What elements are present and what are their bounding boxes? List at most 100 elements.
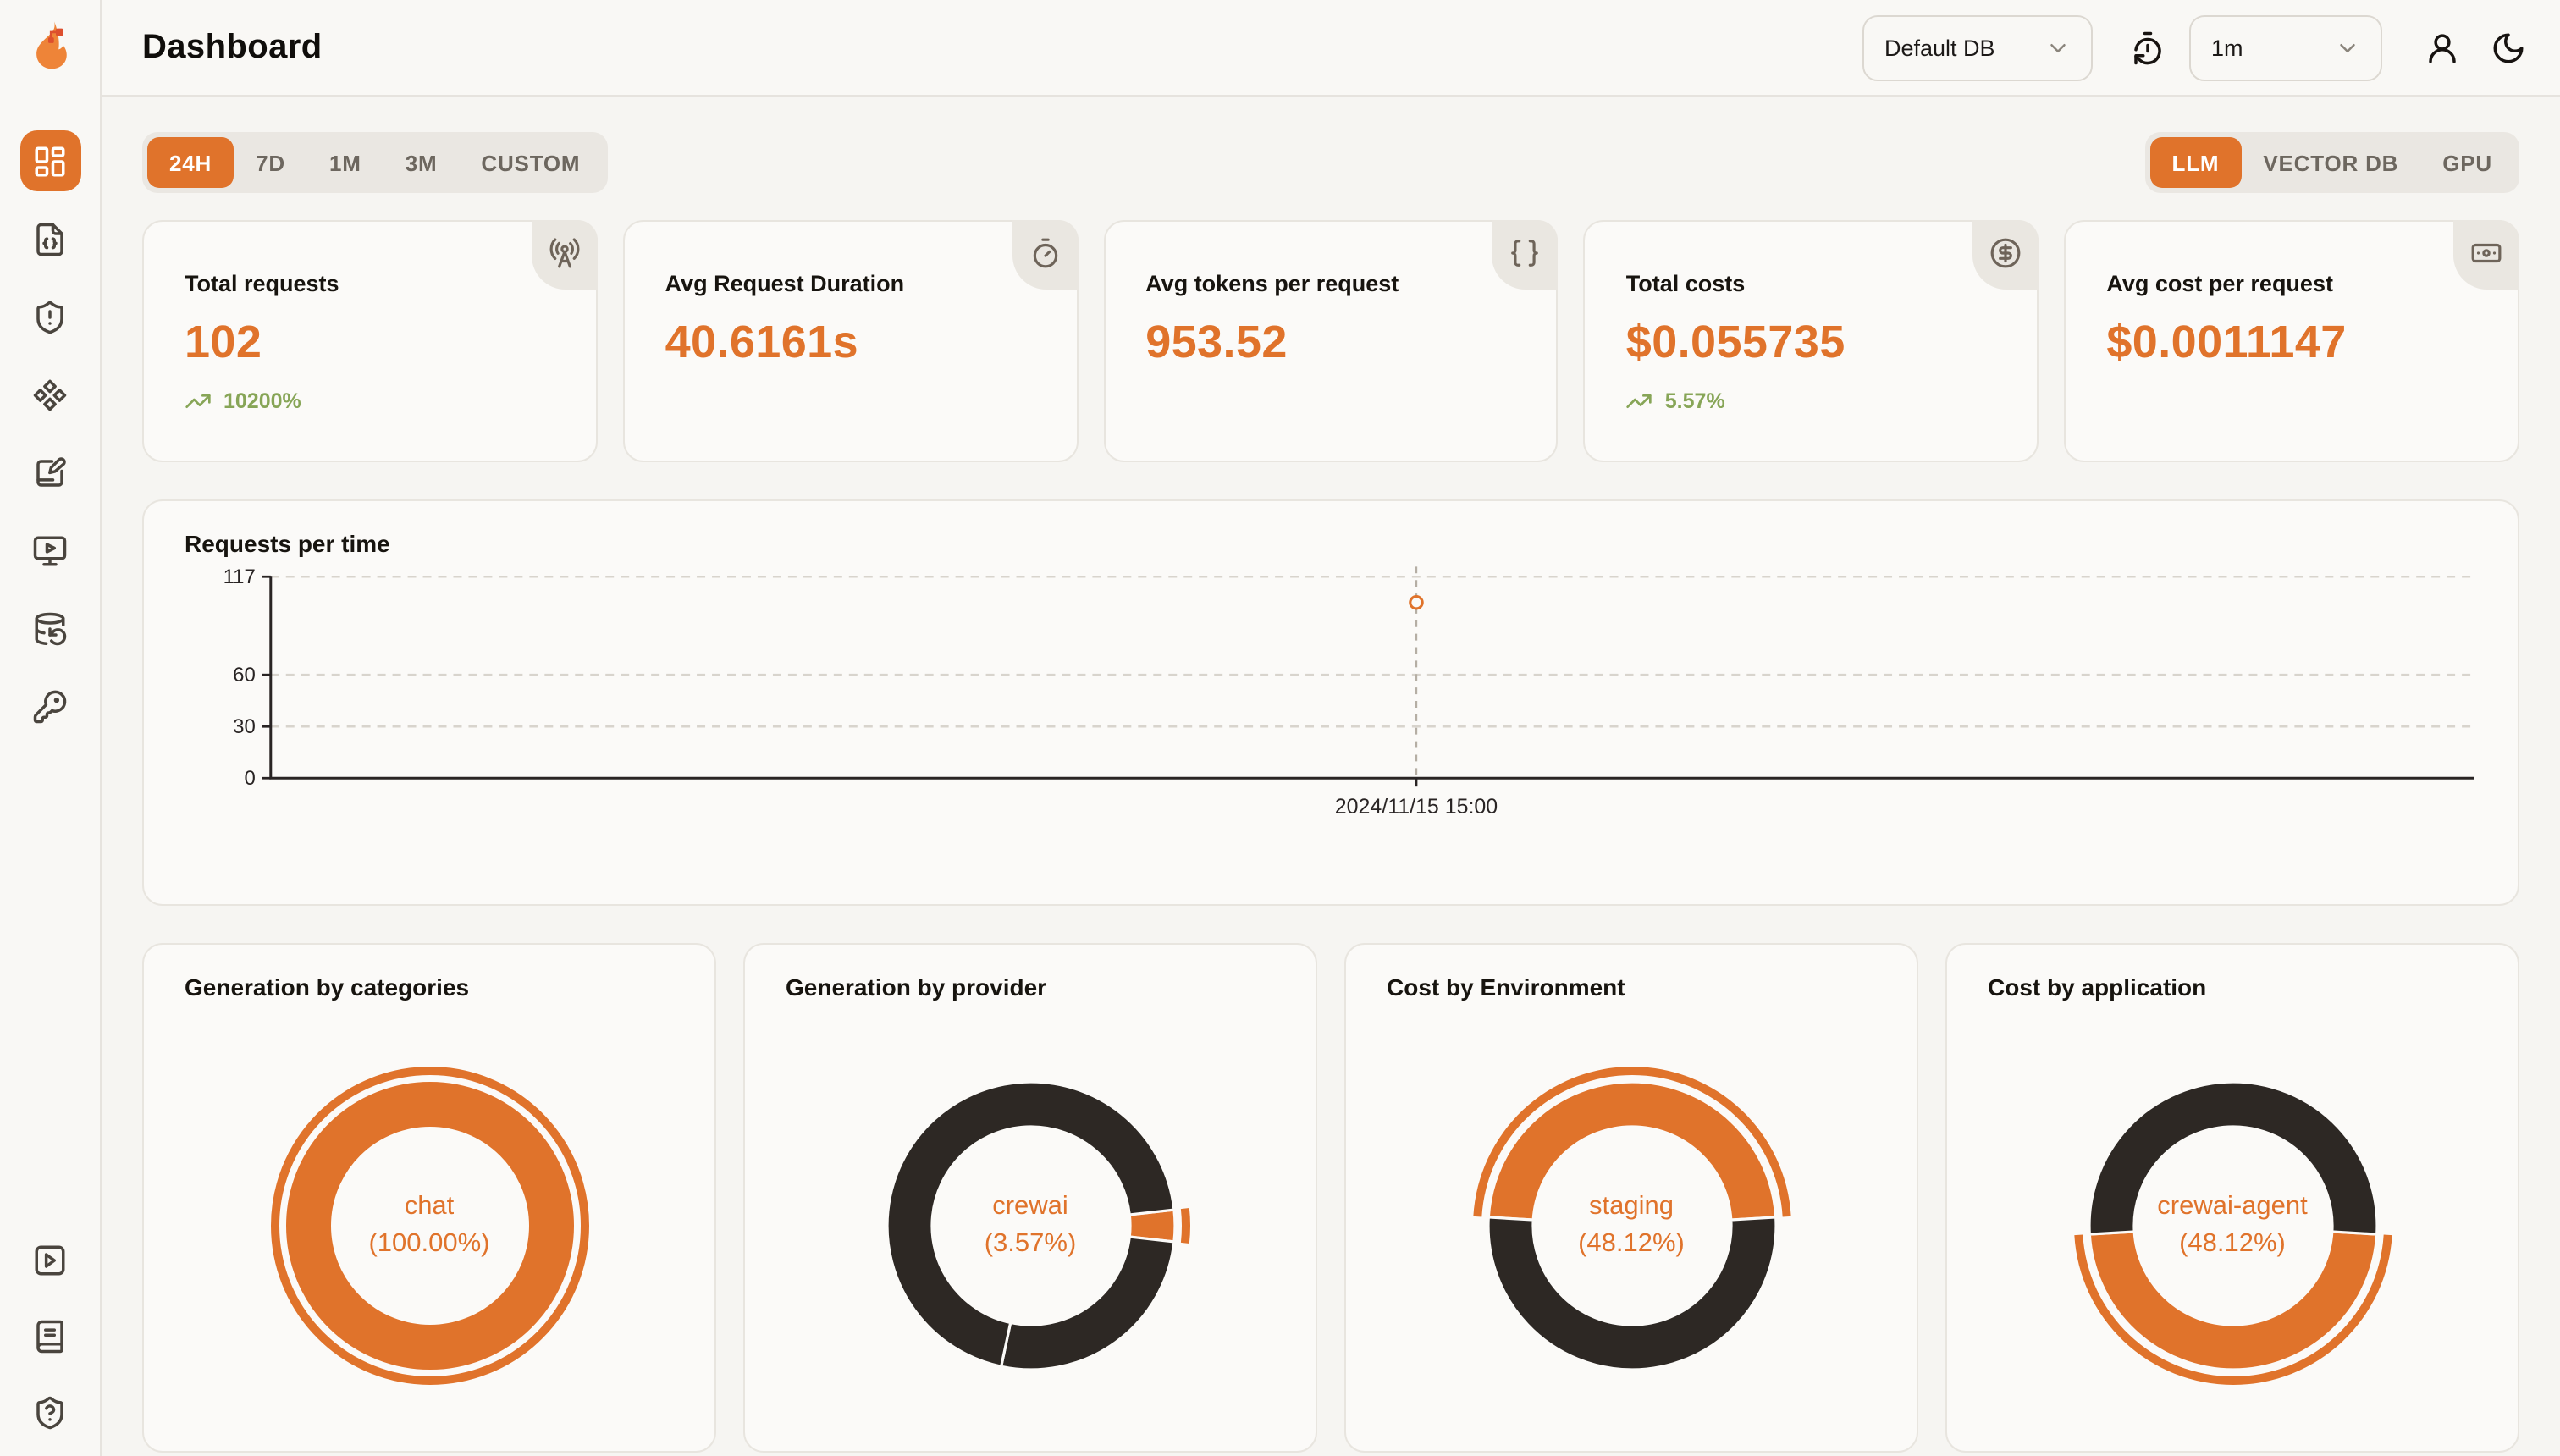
svg-text:2024/11/15 15:00: 2024/11/15 15:00 [1335, 795, 1498, 819]
stat-card-avg-cost-per-request: Avg cost per request $0.0011147 [2064, 220, 2519, 462]
refresh-interval-button[interactable] [2130, 30, 2166, 65]
chart-title: Cost by application [1988, 973, 2207, 1001]
tab-label: CUSTOM [481, 150, 581, 175]
stat-label: Avg tokens per request [1145, 271, 1399, 296]
sidebar-footer [0, 1229, 100, 1442]
flame-logo [36, 21, 66, 69]
chart-title: Generation by provider [786, 973, 1047, 1001]
filters-toolbar: 24H 7D 1M 3M CUSTOM LLM VECTOR DB GPU [142, 132, 2519, 193]
stat-card-total-costs: Total costs $0.055735 5.57% [1583, 220, 2039, 462]
stat-value: 953.52 [1145, 317, 1288, 367]
braces-icon [1511, 239, 1539, 266]
chevron-down-icon [2335, 35, 2360, 60]
tab-label: LLM [2171, 150, 2220, 175]
interval-select-value: 1m [2211, 35, 2243, 60]
generation-by-categories-card: Generation by categories chat (100.00%) [142, 943, 716, 1453]
trending-up-icon [185, 394, 211, 408]
header-controls: Default DB 1m [1862, 14, 2526, 80]
timer-icon [1032, 237, 1057, 267]
stat-trend: 10200% [185, 388, 562, 415]
generation-by-provider-card: Generation by provider crewai (3.57%) [743, 943, 1317, 1453]
monitor-play-icon [33, 535, 67, 565]
chevron-down-icon [2045, 35, 2071, 60]
chart-title: Requests per time [185, 530, 390, 557]
header: Dashboard Default DB 1m [102, 0, 2560, 97]
user-icon [2429, 33, 2456, 63]
user-menu-button[interactable] [2425, 30, 2460, 65]
stat-icon-badge [1972, 220, 2039, 290]
trending-up-icon [1627, 394, 1652, 408]
application-donut-chart[interactable]: crewai-agent (48.12%) [2070, 1063, 2395, 1388]
stat-label: Total requests [185, 271, 339, 296]
interval-select[interactable]: 1m [2189, 14, 2382, 80]
database-backup-icon [35, 611, 67, 645]
svg-text:60: 60 [233, 664, 256, 687]
stat-card-avg-tokens-per-request: Avg tokens per request 953.52 [1103, 220, 1559, 462]
tab-24h[interactable]: 24H [147, 137, 234, 188]
chart-title: Cost by Environment [1387, 973, 1625, 1001]
stat-icon-badge [1012, 220, 1079, 290]
sidebar-item-prompts[interactable] [19, 364, 80, 425]
page-title: Dashboard [142, 28, 323, 65]
provider-donut-chart[interactable]: crewai (3.57%) [868, 1063, 1193, 1388]
stat-trend: 5.57% [1626, 388, 2004, 415]
stat-card-total-requests: Total requests 102 10200% [142, 220, 598, 462]
requests-per-time-panel: Requests per time 0 30 60 117 2024/11/15 15:… [142, 499, 2519, 906]
tab-vector-db[interactable]: VECTOR DB [2241, 137, 2420, 188]
layout-dashboard-icon [35, 146, 65, 176]
sidebar-item-playground[interactable] [19, 442, 80, 503]
shield-question-icon [36, 1395, 63, 1429]
stat-label: Total costs [1625, 271, 1746, 296]
tab-label: GPU [2442, 150, 2492, 175]
book-text-icon [36, 1319, 63, 1353]
chart-title: Generation by categories [185, 973, 470, 1001]
radio-tower-icon [549, 237, 580, 267]
stat-value: 40.6161s [665, 317, 859, 367]
tab-label: 7D [256, 150, 285, 175]
tab-llm[interactable]: LLM [2149, 137, 2242, 188]
shield-alert-icon [36, 300, 63, 334]
stat-icon-badge [1492, 220, 1559, 290]
tab-gpu[interactable]: GPU [2420, 137, 2514, 188]
stat-icon-badge [531, 220, 598, 290]
sidebar-item-dashboard[interactable] [19, 130, 80, 191]
stat-label: Avg Request Duration [665, 271, 905, 296]
circle-dollar-sign-icon [1990, 237, 2021, 267]
environment-donut-chart[interactable]: staging (48.12%) [1469, 1063, 1794, 1388]
svg-text:0: 0 [244, 767, 255, 790]
sidebar-item-support[interactable] [19, 1382, 80, 1442]
stat-icon-badge [2452, 220, 2519, 290]
sidebar-item-databases[interactable] [19, 598, 80, 659]
categories-donut-chart[interactable]: chat (100.00%) [267, 1063, 592, 1388]
stat-trend-value: 5.57% [1664, 389, 1725, 413]
sidebar-item-getting-started[interactable] [19, 1229, 80, 1290]
banknote-icon [2471, 242, 2502, 262]
timer-reset-icon [2134, 30, 2161, 64]
tab-label: 1M [328, 150, 361, 175]
sidebar-item-api-keys[interactable] [19, 676, 80, 736]
tab-3m[interactable]: 3M [383, 137, 460, 188]
tab-7d[interactable]: 7D [234, 137, 307, 188]
notebook-pen-icon [36, 456, 66, 486]
file-json-icon [36, 222, 63, 256]
stat-value: 102 [185, 317, 262, 367]
tab-custom[interactable]: CUSTOM [459, 137, 602, 188]
tab-label: 24H [169, 150, 212, 175]
tab-label: 3M [405, 150, 438, 175]
sidebar-nav [19, 130, 80, 736]
svg-text:30: 30 [233, 715, 256, 738]
tab-1m[interactable]: 1M [307, 137, 383, 188]
moon-icon [2493, 32, 2524, 63]
sidebar-item-requests[interactable] [19, 208, 80, 269]
square-play-icon [35, 1244, 65, 1275]
requests-line-chart[interactable]: 0 30 60 117 2024/11/15 15:00 [144, 501, 2518, 904]
sidebar-item-documentation[interactable] [19, 1305, 80, 1366]
main-content: 24H 7D 1M 3M CUSTOM LLM VECTOR DB GPU To… [102, 97, 2560, 1456]
sidebar-item-exceptions[interactable] [19, 286, 80, 347]
sidebar-item-openground[interactable] [19, 520, 80, 581]
svg-text:117: 117 [223, 565, 256, 588]
dark-mode-toggle[interactable] [2491, 30, 2526, 65]
database-select[interactable]: Default DB [1862, 14, 2093, 80]
signal-tabs: LLM VECTOR DB GPU [2144, 132, 2519, 193]
